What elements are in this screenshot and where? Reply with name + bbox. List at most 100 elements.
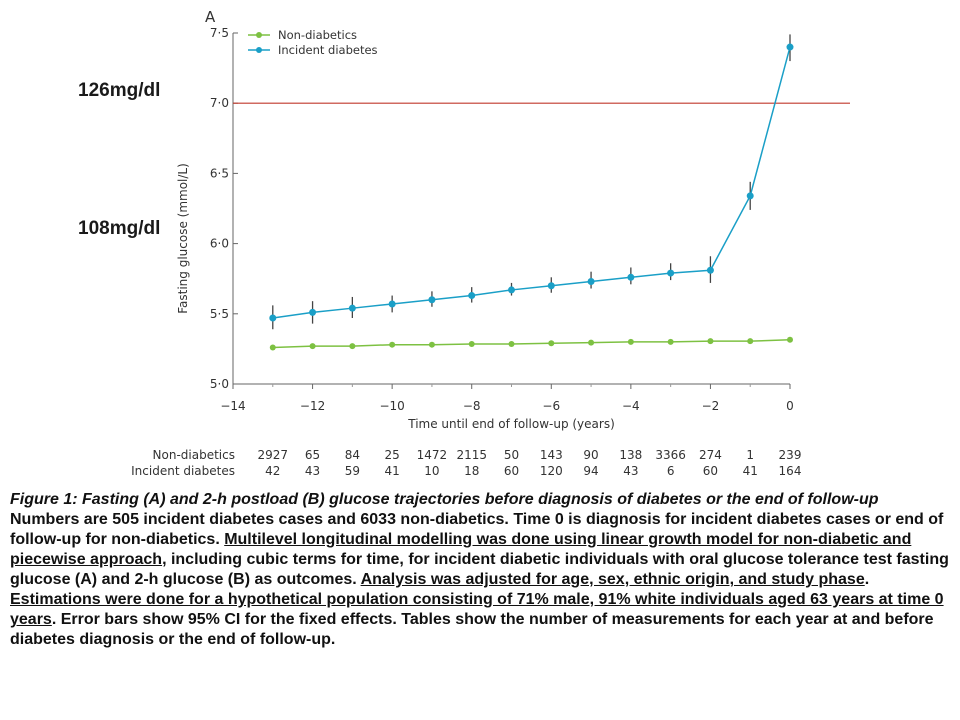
- data-point: [547, 282, 555, 290]
- data-point: [706, 266, 714, 274]
- x-tick-label: −10: [379, 399, 404, 413]
- count-value: 42: [265, 464, 280, 478]
- count-value: 41: [385, 464, 400, 478]
- data-point: [269, 314, 277, 322]
- count-value: 138: [619, 448, 642, 462]
- data-point: [269, 344, 276, 351]
- series-line: [272, 46, 791, 319]
- caption-segment: Analysis was adjusted for age, sex, ethn…: [360, 571, 865, 588]
- caption-segment: , including cubic terms for time, for in…: [10, 551, 949, 588]
- x-axis-label: Time until end of follow-up (years): [407, 417, 615, 431]
- counts-row-label: Non-diabetics: [153, 448, 235, 462]
- count-value: 94: [583, 464, 598, 478]
- data-point: [667, 269, 675, 277]
- count-value: 1472: [417, 448, 448, 462]
- data-point: [707, 338, 714, 345]
- series-non-diabetics: [269, 336, 793, 351]
- x-tick-label: −8: [463, 399, 481, 413]
- caption-segment: . Error bars show 95% CI for the fixed e…: [10, 611, 934, 648]
- count-value: 41: [743, 464, 758, 478]
- data-point: [588, 339, 595, 346]
- series-incident-diabetes: [269, 34, 794, 330]
- count-value: 43: [623, 464, 638, 478]
- data-point: [468, 292, 476, 300]
- data-point: [548, 340, 555, 347]
- count-value: 1: [746, 448, 754, 462]
- y-tick-label: 5·0: [210, 377, 229, 391]
- count-value: 50: [504, 448, 519, 462]
- count-value: 65: [305, 448, 320, 462]
- caption-body: Numbers are 505 incident diabetes cases …: [10, 510, 955, 650]
- figure-caption: Figure 1: Fasting (A) and 2-h postload (…: [10, 490, 955, 650]
- data-point: [667, 338, 674, 345]
- count-value: 164: [779, 464, 802, 478]
- caption-segment: .: [864, 571, 870, 588]
- y-axis-label: Fasting glucose (mmol/L): [176, 163, 190, 314]
- count-value: 60: [504, 464, 519, 478]
- data-point: [309, 343, 316, 350]
- count-value: 60: [703, 464, 718, 478]
- data-point: [428, 341, 435, 348]
- caption-segment: Estimations were done for a hypothetical…: [10, 591, 944, 628]
- legend-marker: [256, 32, 262, 38]
- count-value: 274: [699, 448, 722, 462]
- data-point: [389, 341, 396, 348]
- axes: 5·0 5·5 6·0 6·5 7·0 7·5 −14 −12 −10 −8 −6 −4 −2 0 Time…: [176, 26, 794, 431]
- data-point: [786, 43, 794, 51]
- data-point: [428, 296, 436, 304]
- count-value: 25: [385, 448, 400, 462]
- data-point: [388, 300, 396, 308]
- panel-label: A: [205, 8, 216, 26]
- x-tick-label: −6: [542, 399, 560, 413]
- data-point: [468, 340, 475, 347]
- legend-label: Incident diabetes: [278, 43, 378, 57]
- annotation: 108mg/dl: [78, 218, 160, 239]
- count-value: 239: [779, 448, 802, 462]
- count-value: 120: [540, 464, 563, 478]
- annotation: 126mg/dl: [78, 80, 160, 101]
- count-value: 59: [345, 464, 360, 478]
- caption-title: Figure 1: Fasting (A) and 2-h postload (…: [10, 491, 879, 508]
- count-value: 43: [305, 464, 320, 478]
- x-tick-label: −4: [622, 399, 640, 413]
- annotations: 126mg/dl 108mg/dl: [78, 80, 160, 239]
- y-tick-label: 7·5: [210, 26, 229, 40]
- count-value: 6: [667, 464, 675, 478]
- count-value: 143: [540, 448, 563, 462]
- data-point: [508, 340, 515, 347]
- x-tick-label: −12: [300, 399, 325, 413]
- legend-label: Non-diabetics: [278, 28, 357, 42]
- data-point: [348, 304, 356, 312]
- counts-row-label: Incident diabetes: [131, 464, 235, 478]
- count-value: 18: [464, 464, 479, 478]
- count-value: 3366: [655, 448, 686, 462]
- x-tick-label: −2: [702, 399, 720, 413]
- data-point: [349, 343, 356, 350]
- x-tick-label: 0: [786, 399, 794, 413]
- count-value: 2927: [258, 448, 289, 462]
- data-point: [309, 308, 317, 316]
- y-tick-label: 5·5: [210, 307, 229, 321]
- legend-marker: [256, 47, 262, 53]
- x-tick-label: −14: [220, 399, 245, 413]
- data-point: [787, 336, 793, 343]
- count-value: 10: [424, 464, 439, 478]
- fasting-glucose-chart: A 5·0 5·5 6·0 6·5 7·0 7·5 −14 −12 −10 −8 −6 −4 −2 0 Ti…: [78, 8, 850, 478]
- caption-segment: Multilevel longitudinal modelling was do…: [10, 531, 912, 568]
- data-point: [746, 192, 754, 200]
- count-value: 84: [345, 448, 360, 462]
- count-value: 2115: [456, 448, 487, 462]
- y-tick-label: 7·0: [210, 96, 229, 110]
- count-value: 90: [583, 448, 598, 462]
- data-point: [627, 338, 634, 345]
- series-line: [272, 339, 791, 349]
- data-point: [747, 338, 754, 345]
- y-tick-label: 6·5: [210, 166, 229, 180]
- data-point: [587, 278, 595, 286]
- data-point: [508, 286, 515, 294]
- data-point: [627, 273, 635, 281]
- y-tick-label: 6·0: [210, 237, 229, 251]
- caption-segment: Numbers are 505 incident diabetes cases …: [10, 511, 944, 548]
- counts-table: Non-diabetics 2927 65 84 25 1472 2115 50 143 90 13…: [131, 448, 801, 478]
